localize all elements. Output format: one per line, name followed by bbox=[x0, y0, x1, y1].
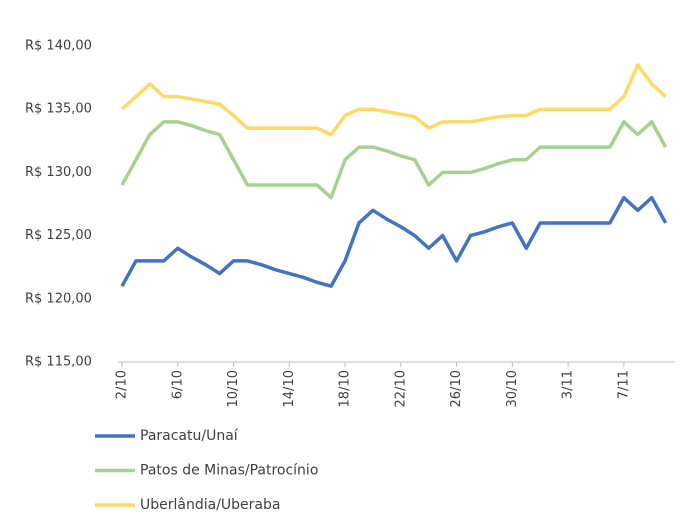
legend-label: Patos de Minas/Patrocínio bbox=[140, 463, 318, 479]
legend-label: Uberlândia/Uberaba bbox=[140, 497, 280, 513]
y-tick-label: R$ 135,00 bbox=[25, 102, 92, 117]
x-tick-label: 6/10 bbox=[170, 370, 185, 399]
series-line bbox=[120, 63, 667, 137]
series-line bbox=[120, 195, 668, 288]
x-tick-label: 18/10 bbox=[338, 370, 353, 407]
x-tick-label: 2/10 bbox=[115, 370, 130, 399]
legend-label: Paracatu/Unaí bbox=[140, 428, 239, 444]
y-tick-label: R$ 130,00 bbox=[25, 165, 92, 180]
x-tick-label: 14/10 bbox=[282, 370, 297, 407]
x-tick-label: 7/11 bbox=[616, 370, 631, 399]
y-tick-label: R$ 120,00 bbox=[25, 291, 92, 306]
y-tick-label: R$ 115,00 bbox=[25, 355, 92, 370]
x-tick-label: 3/11 bbox=[561, 370, 576, 399]
x-tick-label: 30/10 bbox=[505, 370, 520, 407]
y-tick-label: R$ 125,00 bbox=[25, 228, 92, 243]
x-tick-label: 10/10 bbox=[226, 370, 241, 407]
y-tick-label: R$ 140,00 bbox=[25, 39, 92, 54]
x-tick-label: 22/10 bbox=[393, 370, 408, 407]
x-tick-label: 26/10 bbox=[449, 370, 464, 407]
series-line bbox=[120, 120, 668, 200]
